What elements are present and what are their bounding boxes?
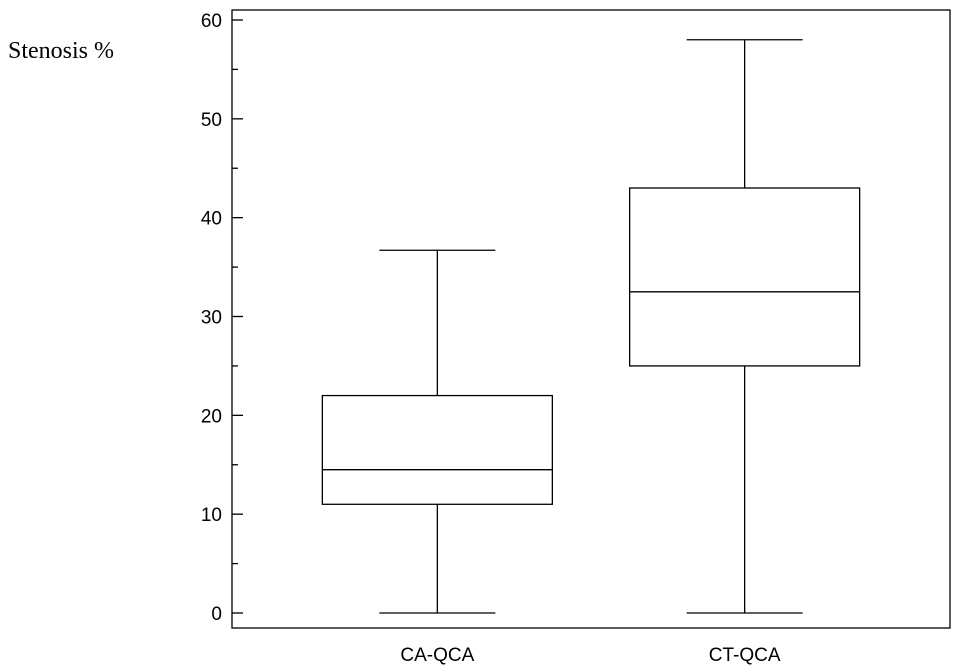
y-tick-label: 0 [211,604,222,625]
category-label: CT-QCA [709,645,781,665]
iqr-box [629,187,861,367]
y-tick-label: 40 [201,209,222,230]
y-tick-label: 60 [201,11,222,32]
y-tick-label: 10 [201,505,222,526]
y-tick-label: 30 [201,308,222,329]
iqr-box [321,394,553,505]
y-tick-label: 50 [201,110,222,131]
y-tick-label: 20 [201,406,222,427]
plot-area: 0 10 20 30 40 50 60 CA-QCA CT-QCA [201,9,951,665]
y-axis-label: Stenosis % [8,38,114,64]
plot-frame [231,9,951,629]
category-label: CA-QCA [400,645,474,665]
